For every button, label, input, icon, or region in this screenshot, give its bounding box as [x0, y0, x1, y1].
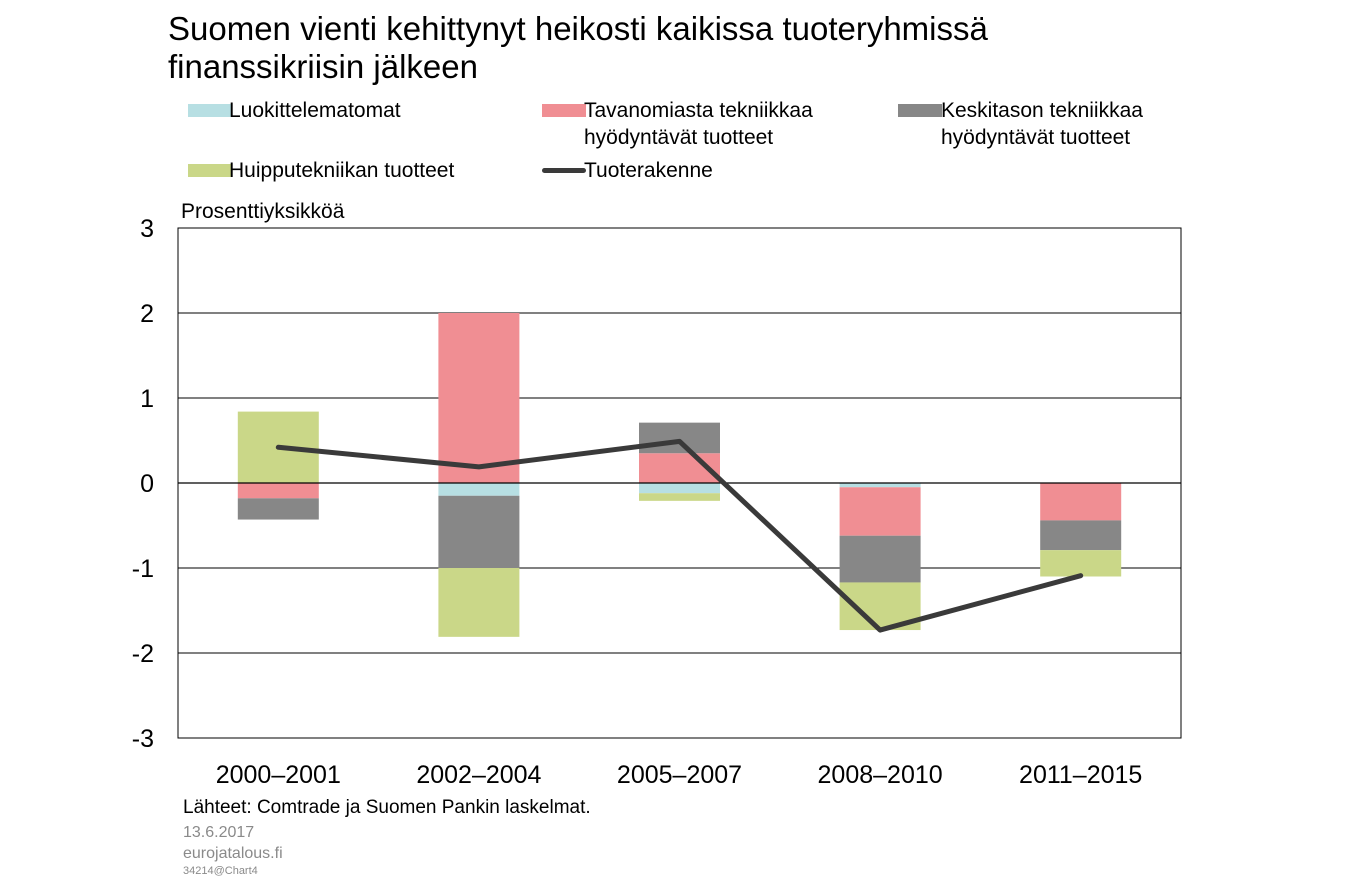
date-note: 13.6.2017	[183, 824, 255, 841]
source-note: Lähteet: Comtrade ja Suomen Pankin laske…	[183, 797, 591, 818]
x-tick-label: 2000–2001	[216, 761, 341, 789]
bar-segment	[438, 495, 520, 568]
x-tick-label: 2008–2010	[818, 761, 943, 789]
legend-label-tuoterakenne: Tuoterakenne	[584, 159, 713, 182]
bar-segment	[1040, 483, 1122, 521]
bar-segment	[839, 487, 921, 536]
y-tick-label: -3	[132, 725, 154, 753]
legend-swatch-luokittelematomat	[188, 104, 232, 117]
y-tick-label: 1	[140, 385, 154, 413]
legend-swatch-keskitaso	[898, 104, 942, 117]
chart-title: Suomen vienti kehittynyt heikosti kaikis…	[168, 10, 988, 85]
bar-segment	[1040, 550, 1122, 577]
legend-label-huipputekniikka: Huipputekniikan tuotteet	[229, 159, 455, 182]
bar-segment	[438, 313, 520, 483]
bar-segment	[237, 498, 319, 520]
bar-segment	[639, 483, 720, 494]
line-series-tuoterakenne	[275, 438, 1084, 633]
y-tick-label: 0	[140, 470, 154, 498]
y-unit-label: Prosenttiyksikköä	[181, 200, 345, 223]
bar-segment	[839, 535, 921, 583]
legend-swatch-huipputekniikka	[188, 164, 232, 177]
y-tick-label: -1	[132, 555, 154, 583]
site-note: eurojatalous.fi	[183, 845, 283, 862]
y-tick-label: 2	[140, 300, 154, 328]
bar-segment	[1040, 520, 1122, 551]
legend-label-luokittelematomat: Luokittelematomat	[229, 99, 401, 122]
x-tick-label: 2011–2015	[1019, 761, 1142, 789]
bar-segment	[639, 422, 720, 454]
y-tick-label: -2	[132, 640, 154, 668]
bar-segment	[639, 493, 720, 501]
code-note: 34214@Chart4	[183, 865, 258, 877]
legend-label-tavanomainen: Tavanomiasta tekniikkaa hyödyntävät tuot…	[584, 99, 813, 149]
x-tick-label: 2002–2004	[416, 761, 541, 789]
bar-segment	[237, 483, 319, 499]
x-tick-label: 2005–2007	[617, 761, 742, 789]
bar-segment	[438, 483, 520, 496]
legend-swatch-tavanomainen	[542, 104, 586, 117]
legend-swatch-tuoterakenne	[542, 168, 586, 173]
bar-segment	[839, 483, 921, 488]
bar-segment	[438, 568, 520, 637]
y-tick-label: 3	[140, 215, 154, 243]
legend-label-keskitaso: Keskitason tekniikkaa hyödyntävät tuotte…	[941, 99, 1143, 149]
